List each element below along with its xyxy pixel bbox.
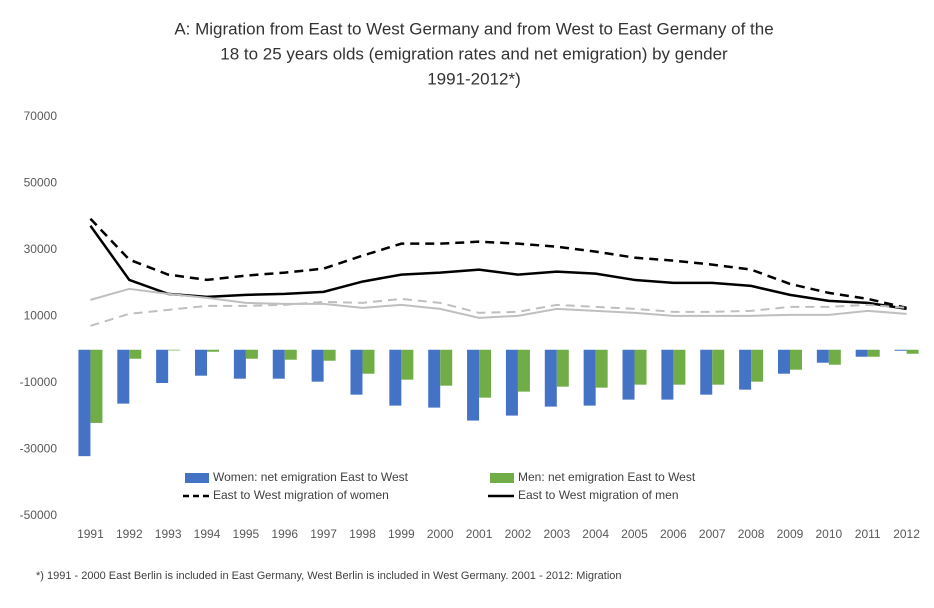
bar	[894, 349, 907, 351]
x-tick-label: 2003	[543, 527, 570, 541]
legend-label: East to West migration of men	[518, 488, 679, 502]
bar	[751, 349, 764, 382]
bar	[595, 349, 608, 388]
bar	[233, 349, 246, 379]
x-tick-label: 2005	[621, 527, 648, 541]
x-tick-label: 2009	[777, 527, 804, 541]
legend-label: Women: net emigration East to West	[213, 470, 409, 484]
bar	[712, 349, 725, 385]
bar	[700, 349, 713, 395]
y-tick-label: -10000	[20, 375, 58, 389]
bar	[389, 349, 402, 406]
bar	[362, 349, 375, 374]
bar	[739, 349, 752, 390]
x-tick-label: 1996	[271, 527, 298, 541]
x-tick-label: 2010	[815, 527, 842, 541]
x-tick-label: 2008	[738, 527, 765, 541]
bar	[117, 349, 130, 404]
x-tick-label: 2001	[466, 527, 493, 541]
bar	[855, 349, 868, 357]
chart-title: 18 to 25 years olds (emigration rates an…	[220, 44, 728, 63]
bar	[129, 349, 142, 359]
bar	[479, 349, 492, 398]
line	[90, 287, 907, 319]
bar	[156, 349, 169, 383]
x-tick-label: 2006	[660, 527, 687, 541]
chart-title: 1991-2012*)	[427, 69, 521, 88]
bar	[428, 349, 441, 408]
y-tick-label: 30000	[24, 242, 58, 256]
bar	[467, 349, 480, 421]
bar	[350, 349, 363, 395]
bar	[867, 349, 880, 357]
x-tick-label: 1992	[116, 527, 143, 541]
x-tick-label: 2007	[699, 527, 726, 541]
y-tick-label: 70000	[24, 109, 58, 123]
bar	[168, 349, 181, 351]
x-tick-label: 1998	[349, 527, 376, 541]
x-tick-label: 2012	[893, 527, 920, 541]
bar	[673, 349, 686, 385]
bar	[828, 349, 841, 365]
bar	[583, 349, 596, 406]
bar	[661, 349, 674, 400]
bar	[272, 349, 285, 379]
x-tick-label: 1999	[388, 527, 415, 541]
bar	[777, 349, 790, 374]
bar	[440, 349, 453, 386]
bar	[789, 349, 802, 370]
y-tick-label: -50000	[20, 508, 58, 522]
bar	[284, 349, 297, 360]
x-tick-label: 1993	[155, 527, 182, 541]
chart-title: A: Migration from East to West Germany a…	[174, 19, 773, 38]
legend-swatch	[185, 473, 209, 483]
legend-label: Men: net emigration East to West	[518, 470, 696, 484]
y-tick-label: -30000	[20, 442, 58, 456]
bar	[401, 349, 414, 380]
bar	[544, 349, 557, 407]
x-tick-label: 1997	[310, 527, 337, 541]
bar	[906, 349, 919, 354]
bar	[634, 349, 647, 385]
footnote: *) 1991 - 2000 East Berlin is included i…	[36, 570, 622, 582]
x-tick-label: 2002	[505, 527, 532, 541]
line	[89, 217, 907, 310]
legend-swatch	[490, 473, 514, 483]
x-tick-label: 1995	[233, 527, 260, 541]
y-tick-label: 50000	[24, 176, 58, 190]
bar	[505, 349, 518, 416]
bar	[195, 349, 208, 376]
x-tick-label: 2004	[582, 527, 609, 541]
line	[89, 224, 907, 311]
bar	[245, 349, 258, 359]
bar	[311, 349, 324, 382]
x-tick-label: 1994	[194, 527, 221, 541]
bar	[622, 349, 635, 400]
x-tick-label: 2000	[427, 527, 454, 541]
bar	[556, 349, 569, 387]
bar	[323, 349, 336, 361]
bar	[207, 349, 220, 352]
bar	[517, 349, 530, 392]
y-tick-label: 10000	[24, 309, 58, 323]
bar	[816, 349, 829, 363]
bar	[78, 349, 91, 457]
line	[90, 297, 907, 327]
x-tick-label: 1991	[77, 527, 104, 541]
x-tick-label: 2011	[855, 527, 881, 541]
bar	[90, 349, 103, 423]
legend-label: East to West migration of women	[213, 488, 389, 502]
